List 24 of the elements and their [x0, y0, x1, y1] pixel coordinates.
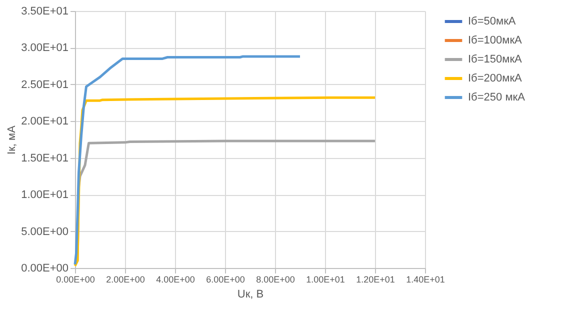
x-tick-label: 1.20E+01 — [356, 274, 395, 284]
legend-label: Iб=150мкА — [468, 54, 523, 66]
y-axis-title: Iк, мА — [6, 124, 18, 154]
y-tick-label: 1.00E+01 — [21, 189, 68, 202]
x-axis-title: Uк, В — [237, 288, 264, 300]
line-series — [74, 55, 302, 266]
x-tick-label: 2.00E+00 — [106, 274, 145, 284]
y-tick-label: 5.00E+00 — [21, 226, 68, 238]
y-tick-label: 3.00E+01 — [21, 42, 68, 54]
y-tick-label: 2.00E+01 — [21, 116, 68, 128]
x-tick-label: 0.00E+00 — [56, 274, 95, 284]
x-tick-label: 4.00E+00 — [156, 274, 195, 284]
x-tick-label: 8.00E+00 — [256, 274, 295, 284]
y-tick-label: 3.50E+01 — [21, 6, 68, 18]
legend-label: Iб=200мкА — [468, 72, 523, 84]
y-tick-label: 2.50E+01 — [21, 78, 68, 91]
legend-label: Iб=250 мкА — [468, 92, 526, 104]
legend-label: Iб=50мкА — [468, 16, 516, 28]
y-tick-label: 0.00E+00 — [21, 262, 68, 274]
x-tick-label: 6.00E+00 — [206, 274, 245, 284]
y-tick-label: 1.50E+01 — [21, 152, 68, 164]
x-tick-label: 1.00E+01 — [306, 274, 345, 284]
x-tick-label: 1.40E+01 — [406, 274, 445, 284]
legend-label: Iб=100мкА — [468, 34, 523, 46]
